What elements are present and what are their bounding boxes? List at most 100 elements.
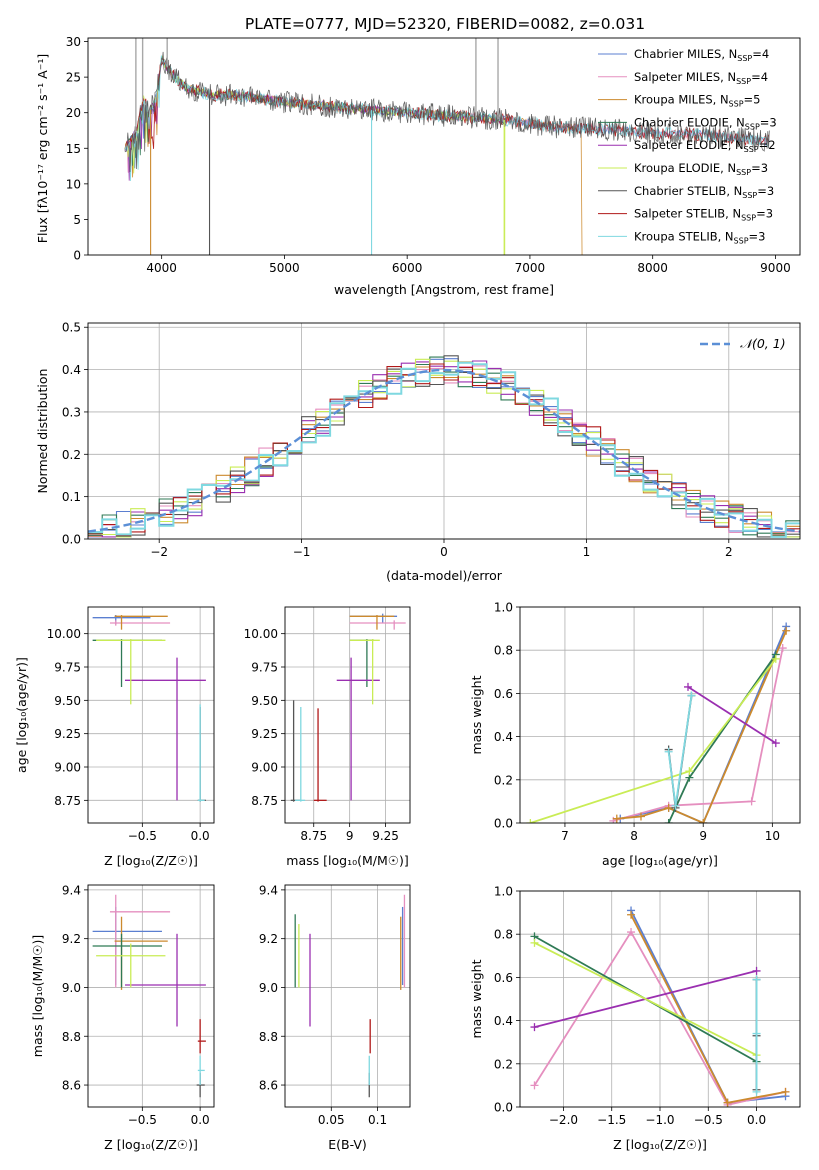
legend-label: Chabrier MILES, NSSP=4 (634, 47, 769, 63)
mass-ebv-xtick-label: 0.1 (368, 1113, 387, 1127)
spectrum-ylabel: Flux [fλ10⁻¹⁷ erg cm⁻² s⁻¹ A⁻¹] (35, 54, 50, 243)
weight-age-marker (664, 747, 673, 756)
age-mass-ytick-label: 10.00 (244, 627, 278, 641)
weight-age-marker (664, 819, 673, 823)
spectrum-xlabel: wavelength [Angstrom, rest frame] (334, 282, 554, 297)
weight-age-xtick-label: 10 (765, 829, 780, 843)
age-Z-plot-area (92, 615, 206, 802)
age-Z-frame (87, 606, 215, 824)
weight-Z-ylabel: mass weight (469, 959, 484, 1038)
weight-age-line-salpeter-miles (613, 647, 784, 822)
weight-Z-ytick-label: 1.0 (494, 885, 513, 899)
weight-age-ytick-label: 1.0 (494, 601, 513, 615)
weight-Z-marker (627, 928, 636, 937)
legend-label: Kroupa STELIB, NSSP=3 (634, 229, 765, 245)
weight-age-marker (636, 812, 645, 821)
residuals-frame (87, 322, 801, 540)
weight-age-xlabel: age [log₁₀(age/yr)] (602, 853, 718, 868)
weight-age-panel: 7 8 9 10 0.0 0.2 0.4 0.6 0.8 1.0 age [log₁₀(age/yr… (469, 601, 801, 868)
weight-age-marker (771, 654, 780, 663)
age-mass-ytick-label: 9.25 (251, 727, 278, 741)
age-mass-frame (284, 606, 411, 824)
weight-Z-line-kroupa-elodie (534, 941, 758, 1057)
weight-Z-marker (627, 910, 636, 919)
mass-z-panel: −0.5 0.0 8.6 8.8 9.0 9.2 9.4 Z [log₁₀(Z/Z☉)] mas… (30, 883, 215, 1152)
weight-age-marker (771, 739, 780, 748)
weight-Z-xtick-label: 0.0 (747, 1113, 766, 1127)
spectrum-plot-area (124, 38, 770, 255)
mass-Z-ytick-label: 8.8 (62, 1030, 81, 1044)
weight-Z-marker (530, 938, 539, 947)
age-mass-xlabel: mass [log₁₀(M/M☉)] (286, 853, 408, 868)
age-mass-xtick-label: 9 (346, 829, 354, 843)
weight-age-marker (671, 801, 680, 810)
weight-Z-ytick-label: 0.0 (494, 1101, 513, 1115)
residuals-xtick-label: 0 (440, 545, 448, 559)
age-mass-plot-area (290, 613, 406, 802)
age-Z-xtick-label: 0.0 (191, 829, 210, 843)
weight-age-line-kroupa-miles (616, 630, 788, 823)
age-mass-xtick-label: 9.25 (372, 829, 399, 843)
weight-age-marker (612, 814, 621, 823)
weight-Z-xlabel: Z [log₁₀(Z/Z☉)] (613, 1137, 707, 1152)
mass-Z-xtick-label: 0.0 (191, 1113, 210, 1127)
weight-Z-xtick-label: −0.5 (694, 1113, 723, 1127)
mass-ebv-xtick-label: 0.05 (318, 1113, 345, 1127)
age-mass-ytick-label: 8.75 (251, 794, 278, 808)
weight-Z-xtick-label: −2.0 (549, 1113, 578, 1127)
weight-age-ylabel: mass weight (469, 675, 484, 754)
mass-Z-ytick-label: 8.6 (62, 1079, 81, 1093)
weight-age-ytick-label: 0.2 (494, 773, 513, 787)
figure-title: PLATE=0777, MJD=52320, FIBERID=0082, z=0… (245, 15, 645, 33)
age-Z-ytick-label: 9.50 (54, 694, 81, 708)
weight-age-plot-area (526, 622, 791, 823)
weight-Z-xtick-label: −1.0 (645, 1113, 674, 1127)
age-mass-panel: 8.75 9 9.25 8.75 9.00 9.25 9.50 9.75 10.00 mass [… (244, 606, 411, 868)
weight-Z-marker (723, 1098, 732, 1107)
mass-ebv-ytick-label: 9.0 (259, 981, 278, 995)
age-mass-ytick-label: 9.00 (251, 761, 278, 775)
weight-age-xtick-label: 8 (630, 829, 638, 843)
spectrum-frame (87, 37, 801, 256)
age-Z-xlabel: Z [log₁₀(Z/Z☉)] (104, 853, 198, 868)
weight-Z-xtick-label: −1.5 (597, 1113, 626, 1127)
weight-Z-ytick-label: 0.8 (494, 928, 513, 942)
weight-age-frame (519, 606, 801, 824)
age-Z-ytick-label: 9.75 (54, 661, 81, 675)
weight-age-marker (782, 626, 791, 635)
legend-label: Chabrier STELIB, NSSP=3 (634, 184, 774, 200)
weight-age-ytick-label: 0.6 (494, 687, 513, 701)
mass-ebv-ytick-label: 8.6 (259, 1079, 278, 1093)
residuals-panel: −2 −1 0 1 2 0.0 0.1 0.2 0.3 0.4 0.5 𝒩(0, 1) (data-mo… (35, 321, 801, 583)
mass-ebv-xlabel: E(B-V) (328, 1137, 367, 1152)
age-mass-ytick-label: 9.50 (251, 694, 278, 708)
age-Z-ytick-label: 9.25 (54, 727, 81, 741)
weight-age-marker (685, 767, 694, 776)
residuals-xtick-label: −2 (150, 545, 168, 559)
weight-Z-marker (752, 1029, 761, 1038)
mass-ebv-panel: 0.05 0.1 8.6 8.8 9.0 9.2 9.4 E(B-V) (259, 883, 411, 1152)
weight-Z-marker (752, 966, 761, 975)
legend-label: Kroupa ELODIE, NSSP=3 (634, 161, 768, 177)
age-mass-xtick-label: 8.75 (300, 829, 327, 843)
weight-Z-marker (752, 975, 761, 984)
age-Z-ytick-label: 9.00 (54, 761, 81, 775)
weight-age-line-kroupa-stelib (667, 695, 693, 806)
spectrum-xtick-label: 9000 (760, 261, 791, 275)
spectrum-ytick-label: 25 (66, 71, 81, 85)
legend-label: Salpeter MILES, NSSP=4 (634, 70, 768, 86)
age-Z-ylabel: age [log₁₀(age/yr)] (14, 657, 29, 773)
weight-Z-ytick-label: 0.6 (494, 971, 513, 985)
weight-age-ytick-label: 0.0 (494, 817, 513, 831)
legend-label: Salpeter ELODIE, NSSP=2 (634, 138, 776, 154)
residuals-plot-area (88, 355, 800, 538)
weight-Z-plot-area (530, 906, 790, 1107)
mass-Z-xtick-label: −0.5 (128, 1113, 157, 1127)
spectrum-xtick-label: 6000 (392, 261, 423, 275)
weight-age-xtick-label: 9 (699, 829, 707, 843)
weight-age-marker (664, 803, 673, 812)
weight-age-marker (747, 797, 756, 806)
mass-Z-ytick-label: 9.4 (62, 883, 81, 897)
weight-Z-marker (752, 1087, 761, 1096)
residuals-ytick-label: 0.5 (62, 321, 81, 335)
